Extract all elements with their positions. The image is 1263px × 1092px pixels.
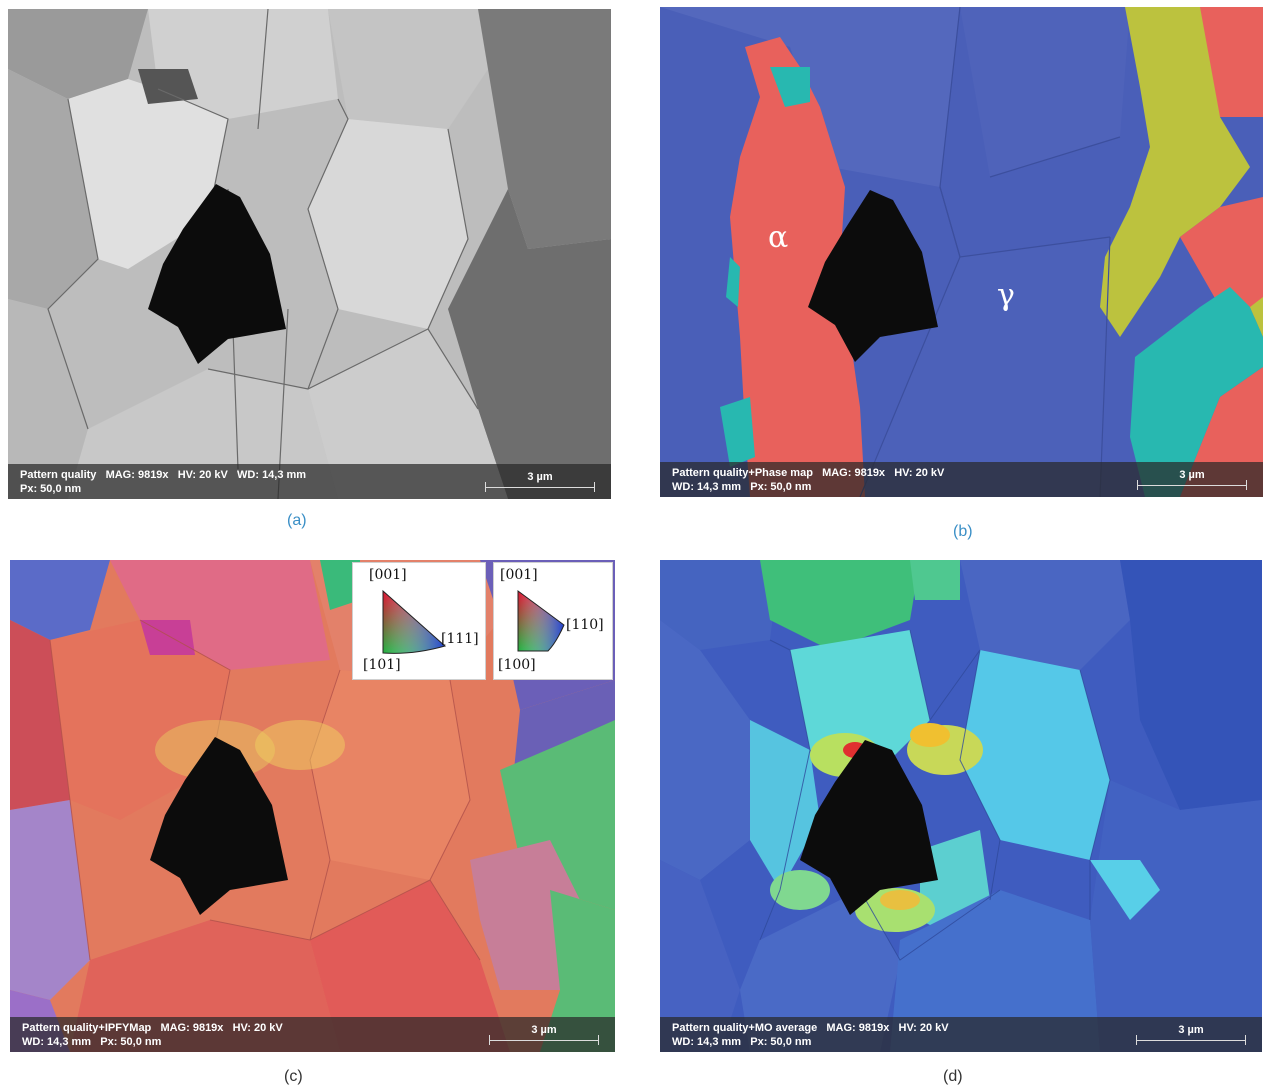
misorientation-average-map-image — [660, 560, 1262, 1052]
caption-c: (c) — [284, 1068, 303, 1085]
scale-bar: 3 µm — [1136, 1024, 1246, 1045]
caption-d: (d) — [943, 1068, 963, 1085]
phase-gamma-label: γ — [997, 278, 1015, 313]
phase-map-image — [660, 7, 1263, 497]
info-bar: Pattern quality+MO average MAG: 9819x HV… — [660, 1017, 1262, 1052]
info-line-2: WD: 14,3 mm Px: 50,0 nm — [22, 1036, 162, 1048]
ipf-triangle-fcc — [382, 589, 447, 654]
info-line-2: WD: 14,3 mm Px: 50,0 nm — [672, 1036, 812, 1048]
legend-fcc-bottom: [101] — [363, 657, 401, 673]
phase-alpha-label: α — [768, 220, 789, 255]
info-bar: Pattern quality+IPFYMap MAG: 9819x HV: 2… — [10, 1017, 615, 1052]
info-line-1: Pattern quality+Phase map MAG: 9819x HV:… — [672, 467, 945, 479]
info-line-1: Pattern quality MAG: 9819x HV: 20 kV WD:… — [20, 469, 307, 481]
scale-bar: 3 µm — [489, 1024, 599, 1045]
info-line-1: Pattern quality+IPFYMap MAG: 9819x HV: 2… — [22, 1022, 283, 1034]
panel-d-mo-average-map: Pattern quality+MO average MAG: 9819x HV… — [660, 560, 1262, 1052]
info-bar: Pattern quality MAG: 9819x HV: 20 kV WD:… — [8, 464, 611, 499]
ipf-triangle-bcc — [517, 590, 565, 652]
caption-b: (b) — [953, 523, 973, 540]
scale-bar-label: 3 µm — [527, 471, 553, 483]
scale-bar-label: 3 µm — [1179, 469, 1205, 481]
ipf-legend-fcc: [001] [111] [101] — [352, 562, 486, 680]
legend-bcc-top: [001] — [500, 567, 538, 583]
scale-bar: 3 µm — [485, 471, 595, 492]
legend-bcc-right: [110] — [566, 617, 604, 633]
info-line-1: Pattern quality+MO average MAG: 9819x HV… — [672, 1022, 949, 1034]
info-bar: Pattern quality+Phase map MAG: 9819x HV:… — [660, 462, 1263, 497]
scale-bar-label: 3 µm — [531, 1024, 557, 1036]
info-line-2: WD: 14,3 mm Px: 50,0 nm — [672, 481, 812, 493]
panel-a-pattern-quality-image: Pattern quality MAG: 9819x HV: 20 kV WD:… — [8, 9, 611, 499]
legend-fcc-top: [001] — [369, 567, 407, 583]
panel-b-phase-map: α γ Pattern quality+Phase map MAG: 9819x… — [660, 7, 1263, 497]
scale-bar: 3 µm — [1137, 469, 1247, 490]
scale-bar-label: 3 µm — [1178, 1024, 1204, 1036]
panel-c-ipf-map: [001] [111] [101] [001] — [10, 560, 615, 1052]
ipf-legend-bcc: [001] [110] [100] — [493, 562, 613, 680]
info-line-2: Px: 50,0 nm — [20, 483, 82, 495]
caption-a: (a) — [287, 512, 307, 529]
pattern-quality-micrograph — [8, 9, 611, 499]
legend-fcc-right: [111] — [441, 631, 479, 647]
legend-bcc-bottom: [100] — [498, 657, 536, 673]
